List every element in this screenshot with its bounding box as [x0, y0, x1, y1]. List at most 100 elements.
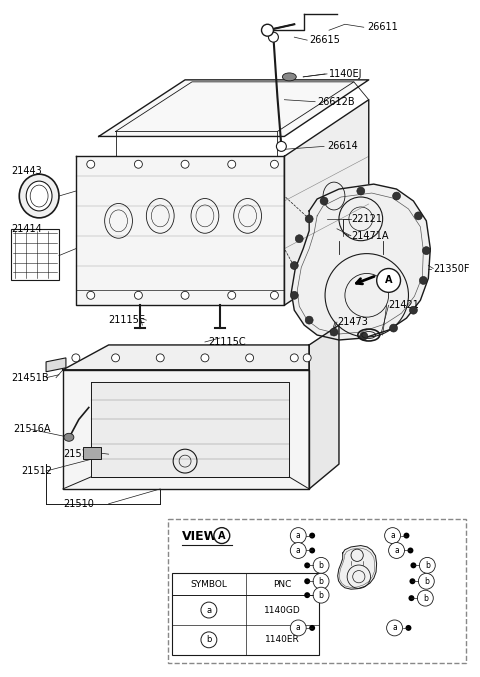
Text: 21115C: 21115C	[208, 337, 246, 347]
Circle shape	[420, 276, 427, 284]
Ellipse shape	[19, 174, 59, 218]
Circle shape	[303, 354, 311, 362]
Circle shape	[309, 625, 315, 631]
Circle shape	[262, 24, 274, 36]
Circle shape	[410, 563, 417, 569]
Text: a: a	[394, 546, 399, 555]
Circle shape	[181, 160, 189, 168]
Text: 21513A: 21513A	[63, 449, 100, 459]
Text: 21512: 21512	[21, 466, 52, 476]
Text: b: b	[423, 594, 428, 603]
Circle shape	[181, 291, 189, 299]
Text: 21350F: 21350F	[433, 263, 470, 274]
Circle shape	[377, 269, 400, 292]
Circle shape	[419, 573, 434, 589]
Text: 21471A: 21471A	[351, 231, 388, 241]
Circle shape	[87, 160, 95, 168]
Text: b: b	[424, 577, 429, 586]
Polygon shape	[76, 156, 284, 305]
Polygon shape	[63, 345, 309, 370]
Text: a: a	[296, 546, 300, 555]
Circle shape	[290, 542, 306, 559]
Text: a: a	[390, 531, 395, 540]
Text: 1140ER: 1140ER	[265, 635, 300, 645]
Text: 26612B: 26612B	[317, 97, 355, 107]
Text: 22121: 22121	[351, 214, 382, 224]
Polygon shape	[46, 358, 66, 372]
Circle shape	[72, 354, 80, 362]
Circle shape	[305, 215, 313, 223]
Circle shape	[404, 533, 409, 539]
Circle shape	[295, 235, 303, 242]
Circle shape	[270, 291, 278, 299]
Text: b: b	[319, 590, 324, 600]
Circle shape	[228, 160, 236, 168]
Text: SYMBOL: SYMBOL	[191, 580, 228, 589]
Circle shape	[228, 291, 236, 299]
Text: b: b	[425, 561, 430, 570]
Circle shape	[111, 354, 120, 362]
Circle shape	[313, 557, 329, 573]
Text: 21451B: 21451B	[12, 373, 49, 383]
Circle shape	[313, 587, 329, 603]
Circle shape	[276, 141, 287, 152]
Circle shape	[290, 354, 298, 362]
Circle shape	[305, 316, 313, 324]
Circle shape	[268, 32, 278, 42]
Text: 21414: 21414	[12, 224, 42, 234]
Polygon shape	[99, 80, 369, 137]
Text: 1140EJ: 1140EJ	[329, 69, 362, 79]
Circle shape	[408, 548, 413, 554]
Bar	[83, 447, 101, 459]
Circle shape	[422, 246, 430, 255]
Circle shape	[87, 291, 95, 299]
Polygon shape	[63, 370, 309, 489]
Text: 1140GD: 1140GD	[264, 605, 301, 615]
Bar	[12, 229, 59, 280]
Text: b: b	[319, 577, 324, 586]
Circle shape	[304, 563, 310, 569]
Text: VIEW: VIEW	[182, 530, 218, 543]
Text: A: A	[218, 531, 226, 540]
Circle shape	[418, 590, 433, 606]
Circle shape	[409, 578, 415, 584]
Text: 21473: 21473	[337, 317, 368, 327]
Circle shape	[309, 533, 315, 539]
Text: a: a	[296, 624, 300, 632]
Circle shape	[357, 187, 365, 195]
Circle shape	[320, 197, 328, 205]
Circle shape	[290, 261, 298, 269]
Polygon shape	[291, 184, 430, 340]
Circle shape	[313, 573, 329, 589]
Text: b: b	[319, 561, 324, 570]
Circle shape	[304, 592, 310, 598]
Circle shape	[406, 625, 411, 631]
Circle shape	[408, 595, 414, 601]
Polygon shape	[309, 325, 339, 489]
Circle shape	[414, 212, 422, 220]
Circle shape	[386, 620, 403, 636]
Text: 21516A: 21516A	[13, 424, 51, 435]
Text: a: a	[296, 531, 300, 540]
Text: a: a	[392, 624, 397, 632]
Text: 26611: 26611	[367, 22, 397, 32]
Text: 21421: 21421	[389, 300, 420, 310]
Circle shape	[409, 306, 418, 314]
Ellipse shape	[282, 73, 296, 81]
Circle shape	[290, 291, 298, 299]
Circle shape	[201, 354, 209, 362]
Circle shape	[134, 291, 143, 299]
Text: 21510: 21510	[63, 499, 94, 509]
Ellipse shape	[26, 181, 52, 211]
Circle shape	[393, 192, 400, 200]
Circle shape	[304, 578, 310, 584]
Polygon shape	[284, 100, 369, 305]
Circle shape	[420, 557, 435, 573]
Bar	[168, 519, 466, 663]
Ellipse shape	[64, 433, 74, 441]
Circle shape	[330, 328, 338, 336]
Circle shape	[360, 332, 368, 340]
Text: A: A	[385, 276, 392, 286]
Polygon shape	[91, 382, 289, 477]
Text: 21443: 21443	[12, 166, 42, 176]
